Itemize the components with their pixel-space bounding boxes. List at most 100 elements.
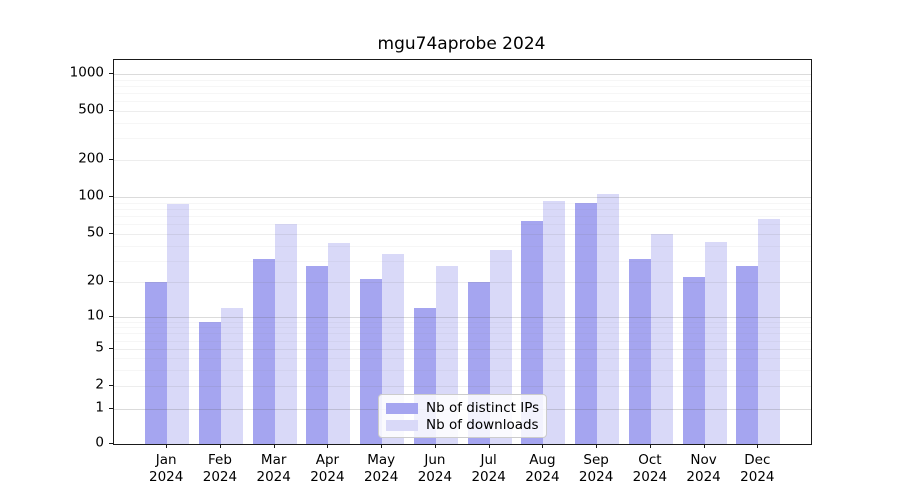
x-tick-year: 2024 bbox=[363, 469, 399, 485]
x-tick-mark bbox=[273, 444, 275, 448]
y-tick-mark bbox=[109, 408, 113, 409]
x-tick-mark bbox=[327, 444, 329, 448]
x-tick-mark bbox=[542, 444, 544, 448]
gridline bbox=[114, 74, 811, 75]
x-tick-year: 2024 bbox=[417, 469, 453, 485]
plot-area bbox=[113, 59, 812, 445]
x-tick-year: 2024 bbox=[632, 469, 668, 485]
x-tick-label: Sep 2024 bbox=[566, 452, 626, 486]
bar-downloads bbox=[167, 203, 190, 444]
y-tick-label: 1000 bbox=[69, 64, 104, 81]
y-tick-label: 20 bbox=[86, 272, 104, 289]
gridline bbox=[114, 85, 811, 87]
x-tick-mark bbox=[381, 444, 383, 448]
chart-title: mgu74aprobe 2024 bbox=[377, 34, 546, 54]
gridline bbox=[114, 224, 811, 226]
gridline bbox=[114, 216, 811, 218]
bar-downloads bbox=[704, 241, 727, 444]
x-tick-label: Jun 2024 bbox=[405, 452, 465, 486]
x-tick-month: Dec bbox=[744, 452, 771, 468]
bar-downloads bbox=[328, 243, 351, 444]
x-tick-year: 2024 bbox=[578, 469, 614, 485]
gridline bbox=[114, 208, 811, 210]
x-tick-label: Aug 2024 bbox=[512, 452, 572, 486]
x-tick-month: May bbox=[367, 452, 396, 468]
bar-distinct-ips bbox=[360, 279, 383, 444]
y-tick-mark bbox=[109, 281, 113, 282]
gridline bbox=[114, 111, 811, 112]
gridline bbox=[114, 197, 811, 198]
legend-label: Nb of distinct IPs bbox=[426, 399, 540, 416]
gridline bbox=[114, 202, 811, 204]
x-tick-mark bbox=[434, 444, 436, 448]
x-tick-label: Oct 2024 bbox=[620, 452, 680, 486]
y-tick-mark bbox=[109, 233, 113, 234]
y-tick-label: 100 bbox=[78, 187, 104, 204]
y-tick-label: 0 bbox=[95, 434, 104, 451]
x-tick-label: Dec 2024 bbox=[727, 452, 787, 486]
gridline bbox=[114, 234, 811, 235]
bar-distinct-ips bbox=[736, 266, 759, 444]
legend-swatch bbox=[386, 403, 418, 414]
y-tick-mark bbox=[109, 316, 113, 317]
y-tick-mark bbox=[109, 110, 113, 111]
x-tick-mark bbox=[488, 444, 490, 448]
legend-item: Nb of downloads bbox=[386, 417, 546, 434]
bar-distinct-ips bbox=[575, 202, 598, 444]
x-tick-year: 2024 bbox=[525, 469, 560, 485]
gridline bbox=[114, 79, 811, 81]
x-tick-month: Feb bbox=[207, 452, 232, 468]
y-tick-label: 1 bbox=[95, 399, 104, 416]
x-tick-year: 2024 bbox=[202, 469, 238, 485]
bar-distinct-ips bbox=[145, 282, 168, 444]
legend-label: Nb of downloads bbox=[426, 416, 539, 433]
y-tick-mark bbox=[109, 348, 113, 349]
bar-downloads bbox=[597, 194, 620, 444]
x-tick-label: Mar 2024 bbox=[244, 452, 304, 486]
gridline bbox=[114, 138, 811, 140]
y-tick-label: 50 bbox=[86, 224, 104, 241]
x-tick-label: Nov 2024 bbox=[674, 452, 734, 486]
x-tick-label: May 2024 bbox=[351, 452, 411, 486]
x-tick-year: 2024 bbox=[686, 469, 721, 485]
legend-item: Nb of distinct IPs bbox=[386, 400, 546, 417]
y-tick-label: 200 bbox=[78, 150, 104, 167]
x-tick-month: Nov bbox=[690, 452, 717, 468]
x-tick-mark bbox=[166, 444, 168, 448]
y-tick-mark bbox=[109, 443, 113, 444]
x-tick-label: Jul 2024 bbox=[459, 452, 519, 486]
x-tick-month: Jun bbox=[424, 452, 446, 468]
x-tick-year: 2024 bbox=[256, 469, 291, 485]
y-tick-label: 2 bbox=[95, 376, 104, 393]
x-tick-year: 2024 bbox=[740, 469, 775, 485]
x-tick-mark bbox=[219, 444, 221, 448]
x-tick-month: Jan bbox=[155, 452, 177, 468]
legend: Nb of distinct IPs Nb of downloads bbox=[378, 394, 547, 438]
x-tick-month: Oct bbox=[638, 452, 662, 468]
bar-distinct-ips bbox=[198, 321, 221, 444]
x-tick-label: Apr 2024 bbox=[297, 452, 357, 486]
x-tick-mark bbox=[649, 444, 651, 448]
x-tick-label: Feb 2024 bbox=[190, 452, 250, 486]
gridline bbox=[114, 93, 811, 95]
bar-downloads bbox=[758, 219, 781, 444]
x-tick-year: 2024 bbox=[471, 469, 506, 485]
y-tick-label: 500 bbox=[78, 101, 104, 118]
bar-distinct-ips bbox=[682, 277, 705, 444]
y-tick-mark bbox=[109, 159, 113, 160]
x-tick-label: Jan 2024 bbox=[136, 452, 196, 486]
legend-swatch bbox=[386, 420, 418, 431]
bar-downloads bbox=[274, 224, 297, 444]
bar-distinct-ips bbox=[628, 259, 651, 444]
bar-distinct-ips bbox=[306, 266, 329, 444]
x-tick-month: Apr bbox=[315, 452, 340, 468]
bar-downloads bbox=[650, 234, 673, 444]
y-tick-mark bbox=[109, 73, 113, 74]
x-tick-year: 2024 bbox=[310, 469, 345, 485]
x-tick-month: Aug bbox=[529, 452, 556, 468]
bar-downloads bbox=[220, 307, 243, 444]
x-tick-year: 2024 bbox=[149, 469, 184, 485]
x-tick-mark bbox=[596, 444, 598, 448]
y-tick-label: 5 bbox=[95, 339, 104, 356]
